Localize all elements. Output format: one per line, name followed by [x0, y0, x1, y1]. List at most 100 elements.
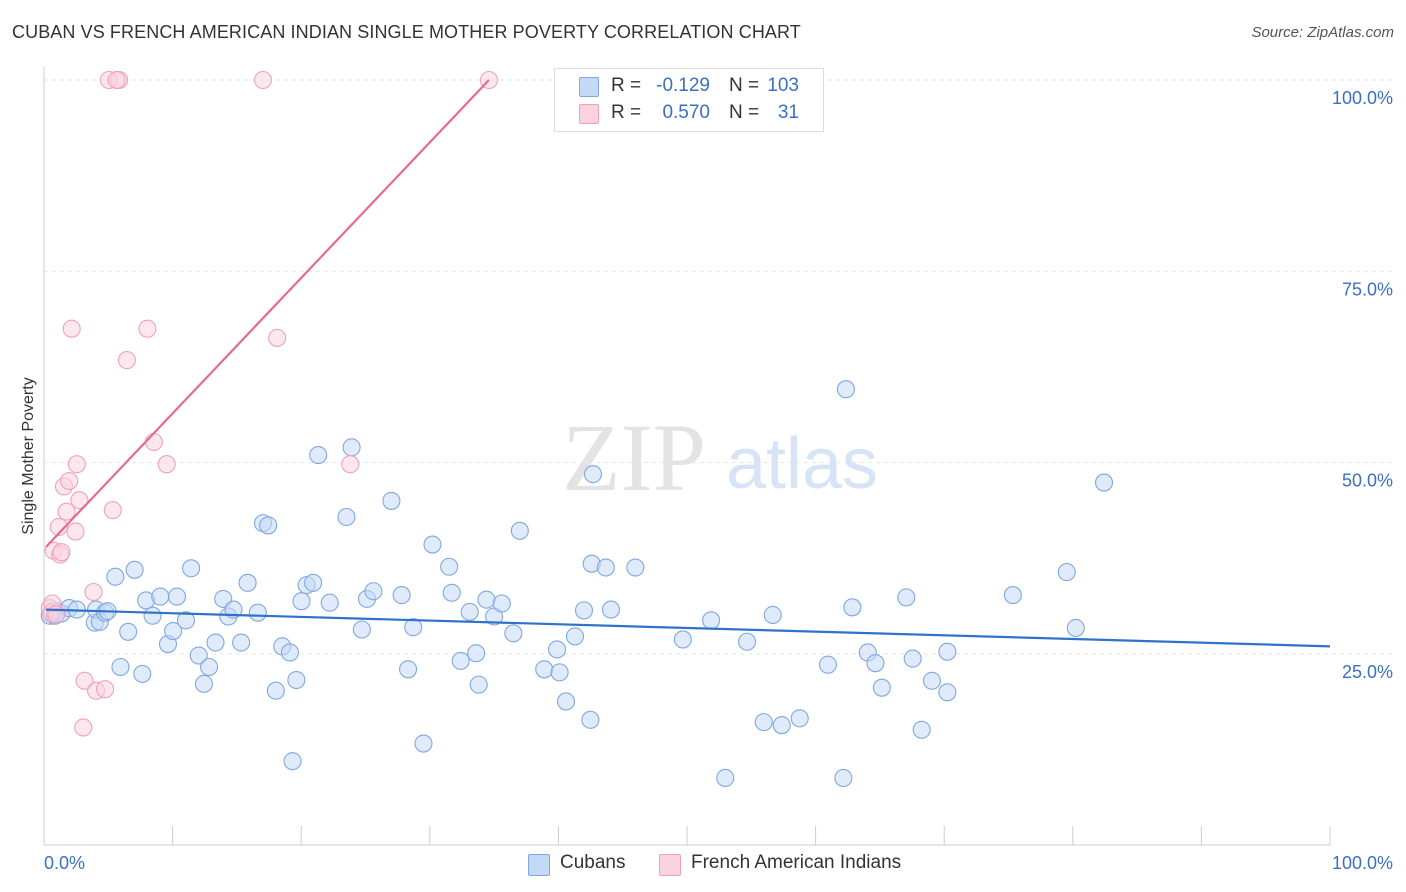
point-french-american-indians	[96, 680, 115, 699]
point-cubans	[565, 627, 585, 646]
point-cubans	[125, 560, 144, 579]
point-french-american-indians	[70, 491, 89, 510]
bottom-legend-swatch-french-american-indians	[659, 854, 681, 876]
point-french-american-indians	[341, 455, 360, 474]
x-tick-label-min: 0.0%	[44, 853, 85, 873]
point-french-american-indians	[66, 522, 85, 541]
point-cubans	[574, 601, 594, 620]
point-cubans	[404, 618, 423, 637]
point-french-american-indians	[103, 501, 122, 520]
point-cubans	[702, 611, 721, 630]
source-label: Source: ZipAtlas.com	[1251, 24, 1394, 41]
point-french-american-indians	[74, 718, 93, 737]
point-cubans	[872, 678, 891, 697]
legend-n-label: N =	[729, 102, 760, 123]
legend-r-value-french-american-indians: 0.570	[662, 102, 710, 123]
point-cubans	[716, 768, 735, 788]
stats-legend: R = -0.129 N = 103 R = 0.570 N = 31	[554, 68, 824, 132]
point-cubans	[200, 657, 219, 677]
point-cubans	[492, 594, 511, 613]
point-french-american-indians	[67, 455, 86, 474]
bottom-legend-swatch-cubans	[528, 854, 550, 876]
point-french-american-indians	[138, 319, 157, 338]
point-cubans	[601, 600, 621, 619]
point-cubans	[583, 465, 603, 484]
point-cubans	[510, 521, 529, 540]
point-cubans	[176, 611, 196, 630]
x-tick-label-max: 100.0%	[1332, 853, 1393, 873]
y-tick-label: 75.0%	[1342, 279, 1393, 299]
point-cubans	[143, 606, 162, 625]
point-cubans	[133, 664, 152, 683]
point-french-american-indians	[84, 582, 103, 602]
grid-lines	[44, 79, 1392, 655]
point-cubans	[1003, 586, 1022, 605]
watermark-atlas: atlas	[726, 424, 878, 504]
point-french-american-indians	[117, 351, 136, 370]
y-tick-label: 25.0%	[1342, 662, 1393, 682]
point-cubans	[442, 583, 461, 602]
trend-line-cubans	[45, 608, 1331, 648]
chart-title: CUBAN VS FRENCH AMERICAN INDIAN SINGLE M…	[12, 22, 801, 42]
point-cubans	[581, 710, 600, 729]
point-cubans	[232, 633, 251, 652]
point-cubans	[259, 516, 278, 535]
legend-r-value-cubans: -0.129	[656, 75, 710, 96]
point-cubans	[866, 654, 885, 673]
point-cubans	[167, 587, 187, 606]
point-cubans	[897, 588, 916, 607]
y-tick-label: 50.0%	[1342, 471, 1393, 491]
point-cubans	[194, 674, 213, 693]
legend-swatch-cubans	[579, 77, 599, 97]
legend-n-value-cubans: 103	[767, 75, 799, 96]
point-cubans	[673, 630, 692, 649]
point-cubans	[238, 573, 257, 592]
point-cubans	[790, 709, 809, 728]
watermark-zip: ZIP	[562, 404, 706, 511]
point-cubans	[280, 643, 300, 662]
point-cubans	[556, 692, 576, 711]
point-cubans	[1066, 618, 1085, 638]
point-french-american-indians	[144, 432, 163, 452]
point-cubans	[938, 642, 957, 661]
trend-lines	[45, 79, 1331, 648]
point-cubans	[550, 663, 569, 682]
legend-n-label: N =	[729, 75, 760, 96]
point-cubans	[266, 681, 285, 700]
point-cubans	[1057, 563, 1076, 582]
point-cubans	[423, 535, 442, 554]
trend-line-french-american-indians	[45, 79, 490, 548]
point-cubans	[440, 557, 459, 576]
point-cubans	[287, 670, 306, 690]
point-french-american-indians	[60, 471, 79, 491]
point-cubans	[818, 655, 838, 674]
bottom-legend-label-french-american-indians: French American Indians	[691, 852, 902, 873]
point-french-american-indians	[253, 70, 273, 90]
point-cubans	[922, 671, 942, 690]
point-french-american-indians	[62, 319, 81, 338]
point-cubans	[106, 567, 125, 586]
point-cubans	[836, 380, 855, 399]
point-cubans	[912, 720, 931, 739]
point-cubans	[467, 644, 486, 663]
bottom-legend-label-cubans: Cubans	[560, 852, 626, 873]
point-cubans	[903, 649, 922, 668]
point-cubans	[182, 559, 201, 578]
point-cubans	[119, 622, 138, 641]
point-cubans	[504, 624, 523, 643]
point-cubans	[451, 651, 470, 670]
point-cubans	[352, 620, 371, 639]
watermark: ZIP atlas	[562, 404, 878, 511]
point-cubans	[392, 586, 411, 605]
point-cubans	[547, 640, 567, 659]
point-cubans	[738, 632, 757, 651]
point-cubans	[304, 573, 323, 592]
point-cubans	[754, 713, 773, 732]
legend-n-value-french-american-indians: 31	[777, 102, 799, 123]
point-cubans	[248, 603, 267, 622]
point-french-american-indians	[57, 502, 76, 521]
point-cubans	[206, 633, 225, 652]
point-cubans	[938, 683, 957, 702]
point-cubans	[382, 491, 401, 510]
point-cubans	[151, 587, 170, 606]
